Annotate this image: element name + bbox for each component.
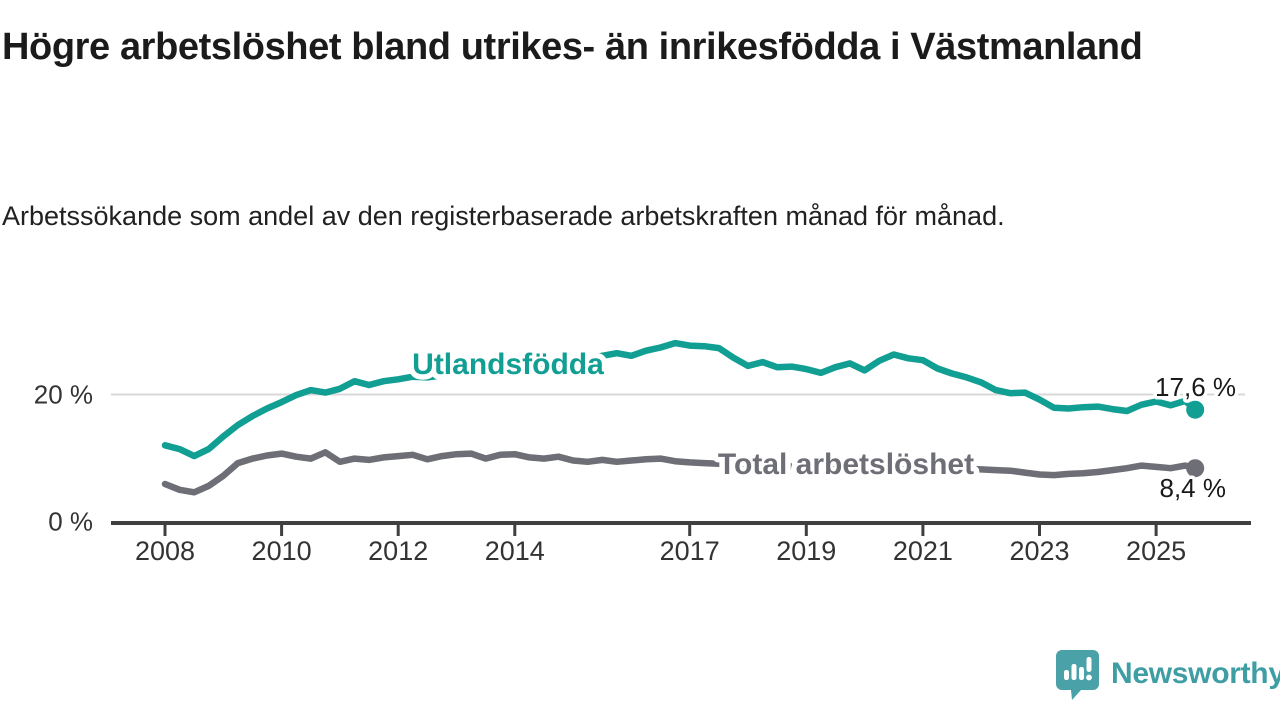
- x-tick-label: 2017: [660, 536, 720, 566]
- series-label-total: Total arbetslöshet: [718, 448, 974, 481]
- x-tick-label: 2010: [252, 536, 312, 566]
- x-tick-label: 2012: [368, 536, 428, 566]
- series-label-utlandsfodda: Utlandsfödda: [412, 348, 604, 381]
- y-tick-label: 0 %: [48, 507, 93, 537]
- x-tick-label: 2019: [776, 536, 836, 566]
- chart-subtitle: Arbetssökande som andel av den registerb…: [2, 201, 1005, 231]
- series-value-label-total: 8,4 %: [1160, 473, 1227, 503]
- series-value-label-utlandsfodda: 17,6 %: [1155, 372, 1236, 402]
- page-title: Högre arbetslöshet bland utrikes- än inr…: [2, 26, 1143, 68]
- x-tick-label: 2023: [1009, 536, 1069, 566]
- series-line-total: [161, 449, 1199, 496]
- x-tick-label: 2025: [1126, 536, 1186, 566]
- series-end-dot-total: [1186, 459, 1205, 478]
- x-tick-label: 2021: [893, 536, 953, 566]
- newsworthy-wordmark: Newsworthy: [1111, 657, 1280, 690]
- series-end-dot-utlandsfodda: [1186, 400, 1205, 419]
- series-line-utlandsfodda: [161, 339, 1199, 460]
- newsworthy-bubble-chart-icon: [1056, 650, 1099, 700]
- y-tick-label: 20 %: [34, 380, 93, 410]
- x-tick-label: 2014: [485, 536, 545, 566]
- x-tick-label: 2008: [135, 536, 195, 566]
- newsworthy-logo: Newsworthy: [1054, 648, 1280, 700]
